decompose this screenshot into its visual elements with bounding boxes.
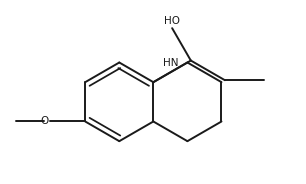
Text: HO: HO xyxy=(164,16,180,26)
Text: HN: HN xyxy=(163,58,178,68)
Text: O: O xyxy=(41,116,49,126)
